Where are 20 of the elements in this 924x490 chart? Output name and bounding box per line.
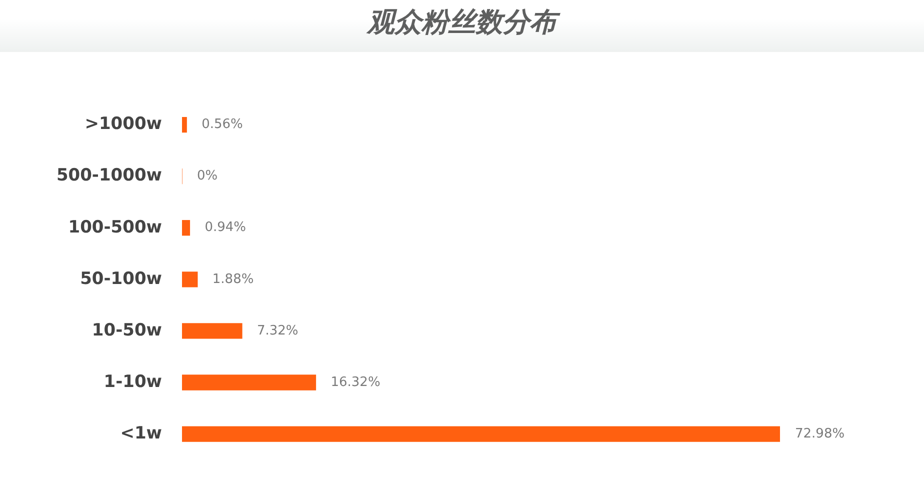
data-label: 0.56% <box>202 117 243 132</box>
y-tick-label: 50-100w <box>80 268 162 289</box>
data-label: 0.94% <box>204 220 246 236</box>
bar <box>182 323 242 339</box>
data-label: 1.88% <box>212 272 254 287</box>
y-tick-label: 1-10w <box>104 372 162 392</box>
bar <box>182 220 190 236</box>
y-tick-label: <1w <box>120 423 162 444</box>
bar <box>182 272 198 288</box>
data-label: 72.98% <box>795 426 845 442</box>
y-tick-label: 10-50w <box>92 320 162 340</box>
bar <box>182 374 316 390</box>
bar <box>182 116 187 133</box>
y-tick-label: 100-500w <box>68 217 162 238</box>
data-label: 0% <box>197 168 218 184</box>
bar <box>182 426 780 442</box>
data-label: 7.32% <box>256 323 298 338</box>
data-label: 16.32% <box>330 374 380 390</box>
y-tick-label: 500-1000w <box>56 166 162 186</box>
y-tick-label: >1000w <box>84 114 162 134</box>
